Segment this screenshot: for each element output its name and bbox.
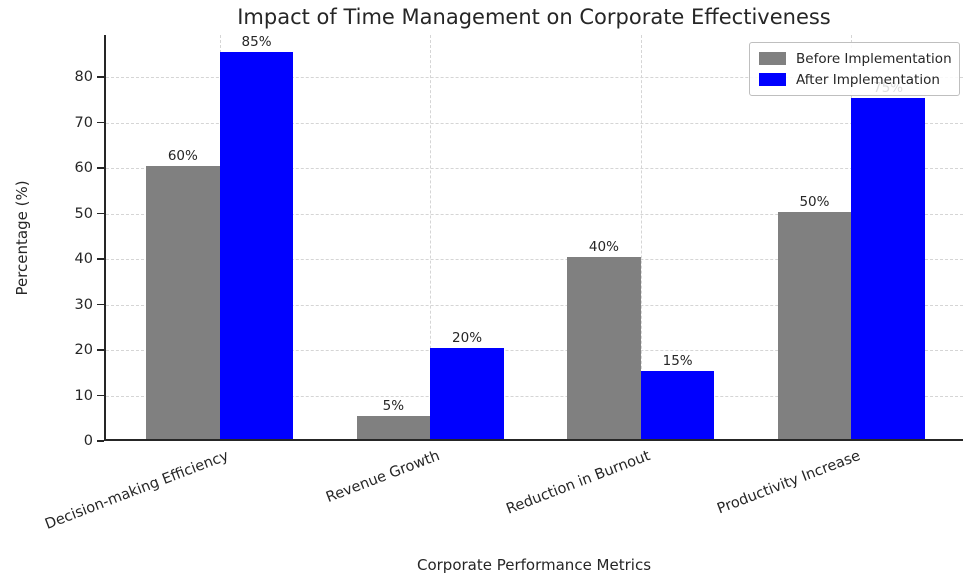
bar-after-2 [640, 370, 715, 439]
x-category-label-3: Productivity Increase [715, 448, 864, 518]
legend-swatch-before-icon [759, 52, 786, 65]
gridline-h-50 [106, 213, 963, 215]
y-tick-label-20: 20 [74, 342, 93, 359]
gridline-h-20 [106, 350, 963, 352]
gridline-v-1 [430, 35, 432, 439]
y-tick-label-40: 40 [74, 251, 93, 268]
x-axis-label: Corporate Performance Metrics [416, 556, 652, 574]
y-tick-mark-10 [97, 394, 104, 397]
legend-swatch-after-icon [759, 73, 786, 86]
y-tick-label-50: 50 [74, 205, 93, 222]
bar-value-label-after-1: 20% [452, 330, 483, 347]
y-tick-mark-0 [97, 440, 104, 442]
y-tick-mark-80 [97, 76, 104, 78]
legend-label-after: After Implementation [796, 71, 940, 88]
bar-value-label-before-0: 60% [167, 148, 198, 165]
gridline-h-30 [106, 304, 963, 306]
bar-value-label-before-2: 40% [588, 239, 619, 256]
legend-item-before-implementation: Before Implementation [759, 48, 952, 69]
y-tick-mark-70 [97, 121, 104, 124]
bar-value-label-after-0: 85% [241, 34, 272, 51]
gridline-h-60 [106, 168, 963, 170]
bar-after-0 [219, 52, 294, 439]
plot-area: 60%85%5%20%40%15%50%75% [104, 34, 963, 441]
gridline-h-40 [106, 259, 963, 261]
y-tick-label-70: 70 [74, 114, 93, 131]
y-tick-mark-20 [97, 349, 104, 351]
gridline-h-80 [106, 77, 963, 79]
y-tick-mark-30 [97, 303, 104, 306]
y-tick-label-30: 30 [74, 296, 93, 313]
bar-after-3 [851, 97, 925, 439]
legend-item-after-implementation: After Implementation [759, 69, 950, 90]
bar-before-1 [356, 416, 431, 439]
y-tick-label-60: 60 [74, 160, 93, 177]
bar-after-1 [430, 348, 504, 439]
bar-value-label-after-2: 15% [662, 352, 693, 369]
y-tick-label-10: 10 [74, 387, 93, 404]
gridline-h-10 [106, 395, 963, 397]
bar-before-0 [146, 166, 220, 439]
x-category-label-1: Revenue Growth [323, 448, 442, 507]
bar-value-label-before-1: 5% [382, 398, 405, 415]
x-category-label-2: Reduction in Burnout [504, 448, 653, 518]
x-category-label-0: Decision-making Efficiency [43, 448, 232, 533]
y-tick-mark-60 [97, 167, 104, 169]
legend-label-before: Before Implementation [796, 50, 952, 67]
gridline-v-2 [640, 35, 642, 439]
chart-title: Impact of Time Management on Corporate E… [237, 5, 831, 29]
y-axis-label: Percentage (%) [13, 180, 31, 296]
y-tick-label-80: 80 [74, 69, 93, 86]
gridline-h-70 [106, 122, 963, 124]
bar-value-label-before-3: 50% [799, 193, 830, 210]
bar-before-2 [567, 257, 641, 439]
y-tick-mark-40 [97, 258, 104, 260]
legend: Before Implementation After Implementati… [749, 42, 960, 96]
y-tick-label-0: 0 [83, 433, 93, 449]
bar-before-3 [777, 211, 852, 439]
y-tick-mark-50 [97, 212, 104, 215]
